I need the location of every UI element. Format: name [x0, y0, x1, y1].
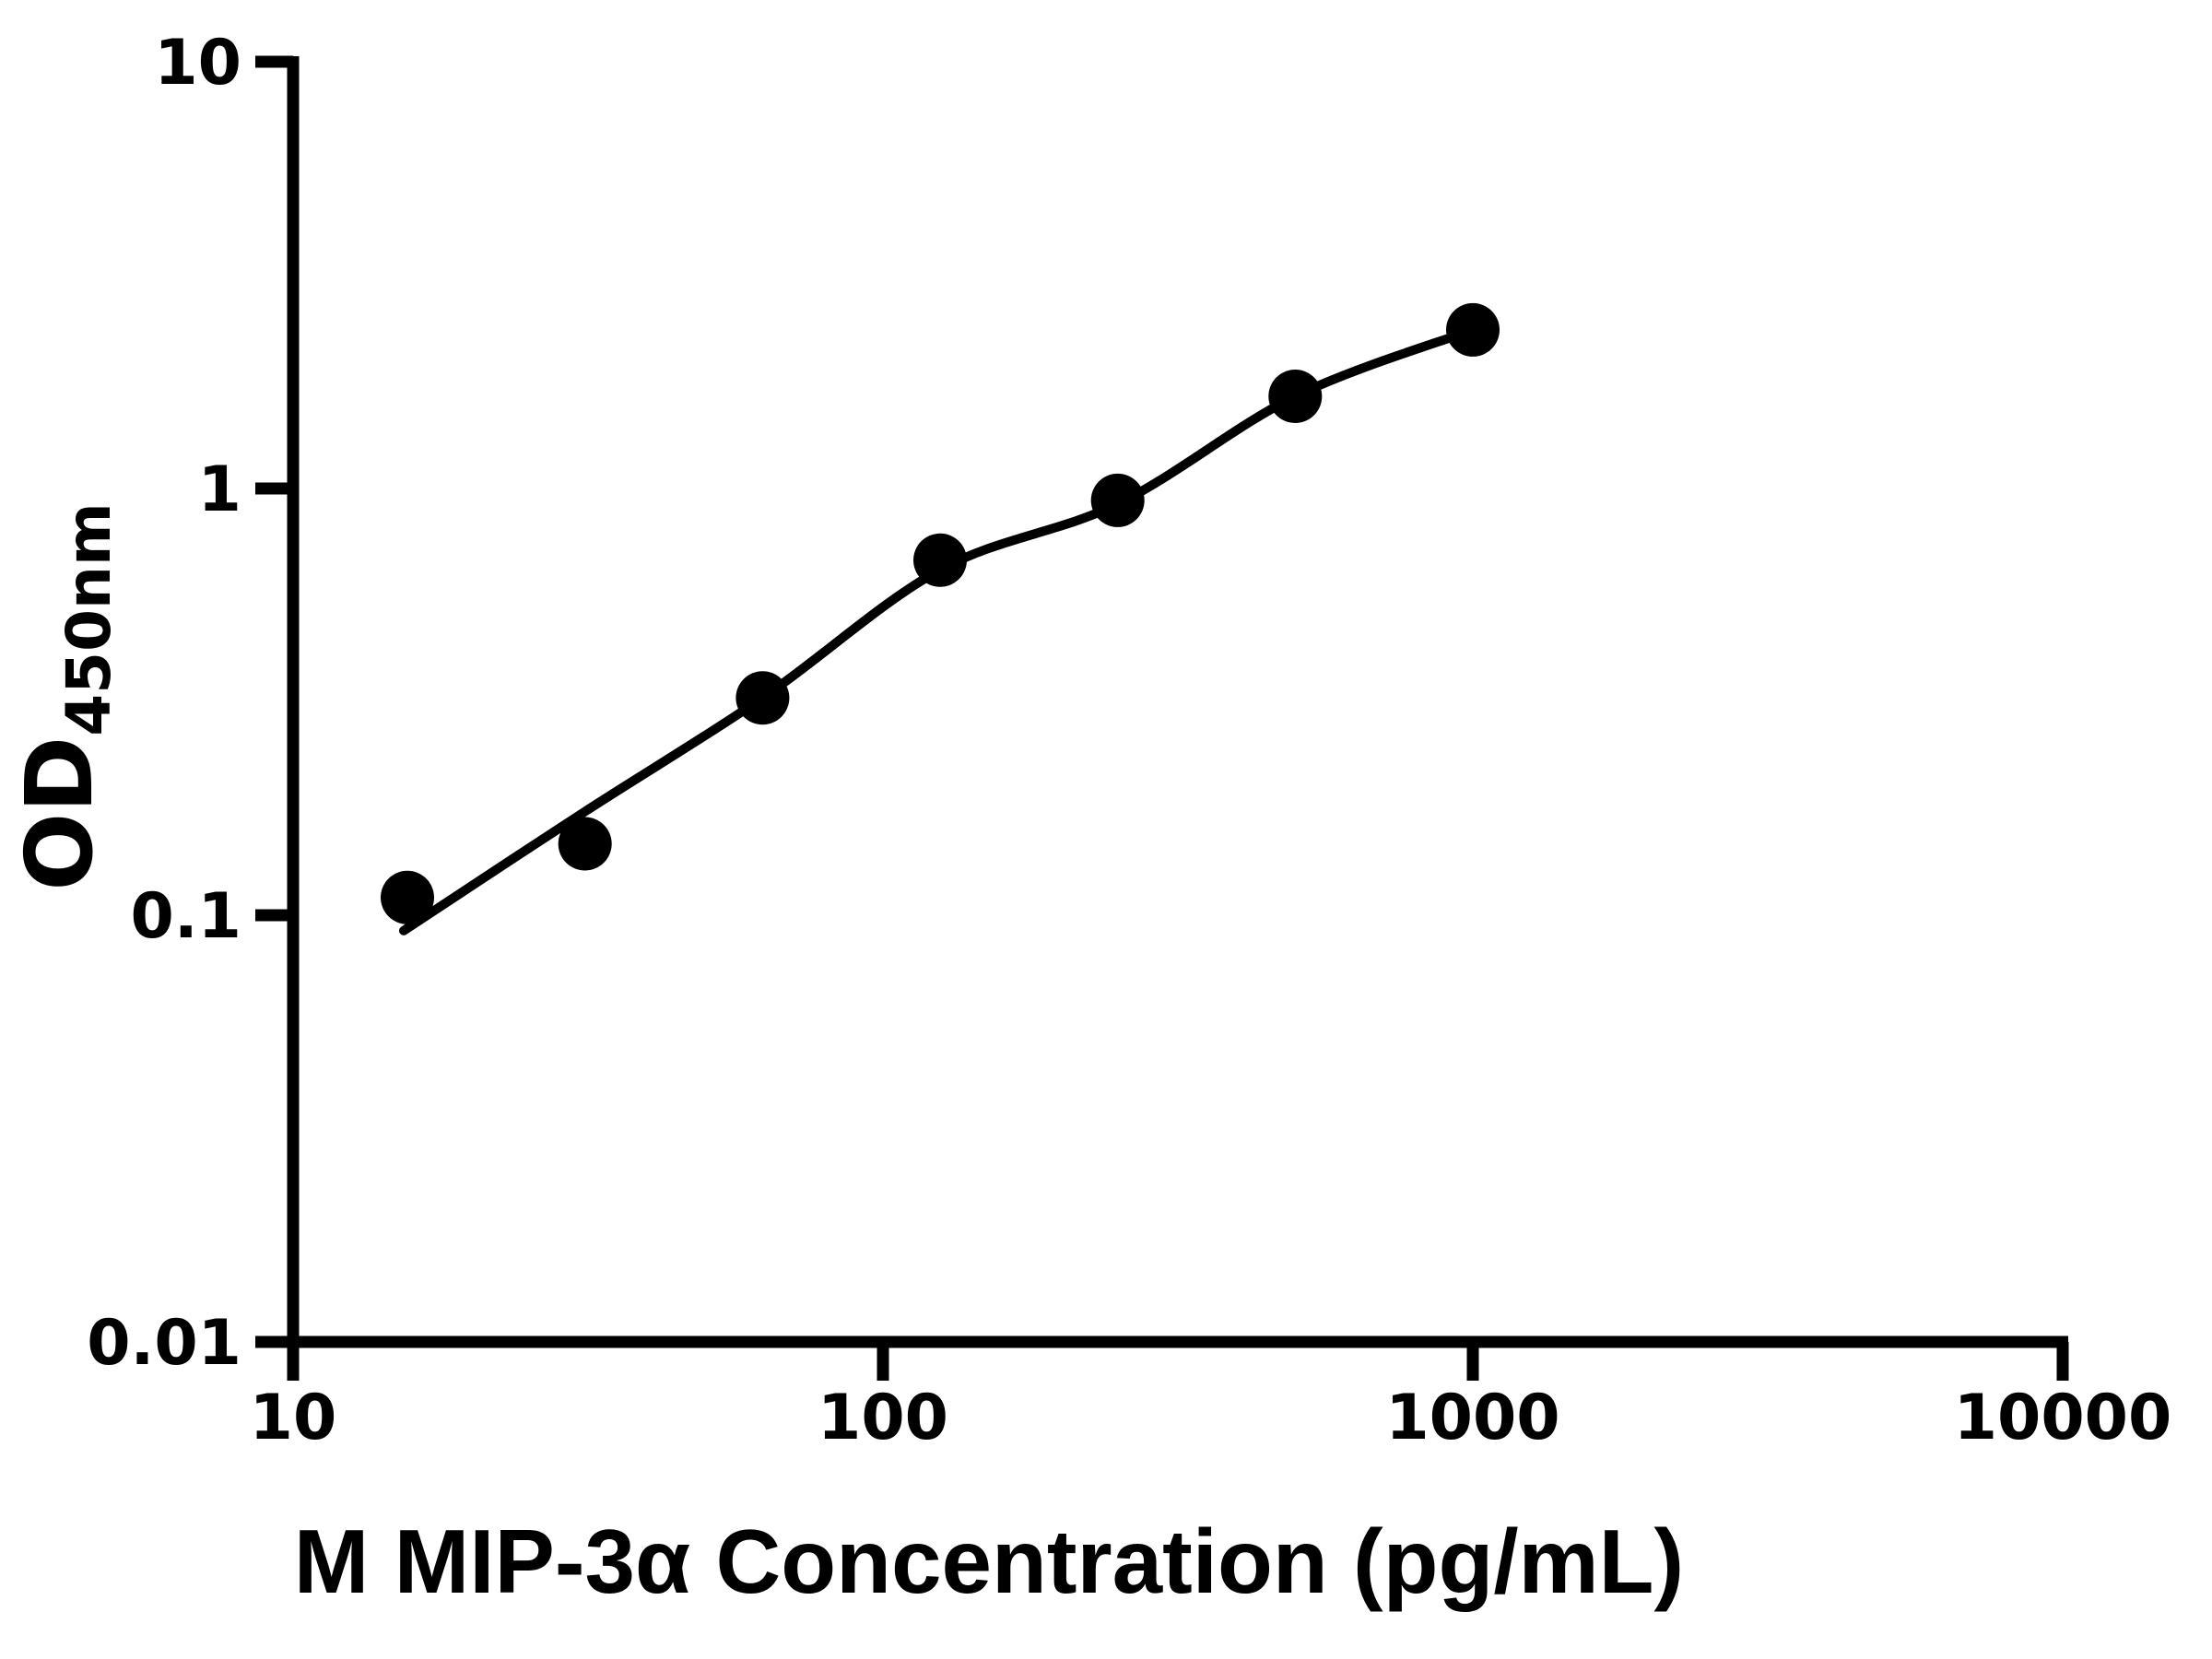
y-axis-title-main: OD [6, 735, 113, 891]
x-tick-label-10000: 10000 [1954, 1382, 2172, 1454]
data-point-125 [913, 533, 967, 587]
data-point-250 [1090, 473, 1145, 527]
data-point-15.625 [381, 870, 434, 924]
data-point-31.25 [558, 817, 612, 871]
y-axis-title-sub: 450nm [53, 502, 124, 736]
y-tick-label-1: 1 [198, 453, 241, 526]
y-axis-title: OD 450nm [6, 502, 143, 891]
x-tick-label-10: 10 [250, 1382, 337, 1454]
data-point-500 [1268, 370, 1323, 423]
y-tick-label-0.01: 0.01 [87, 1307, 241, 1380]
y-tick-label-10: 10 [154, 27, 241, 100]
data-point-1000 [1446, 302, 1500, 357]
y-tick-label-0.1: 0.1 [131, 880, 241, 953]
x-tick-label-1000: 1000 [1385, 1382, 1559, 1454]
x-tick-label-100: 100 [818, 1382, 948, 1454]
x-axis-title: M MIP-3α Concentration (pg/mL) [293, 1511, 1685, 1612]
data-point-62.5 [735, 671, 790, 725]
